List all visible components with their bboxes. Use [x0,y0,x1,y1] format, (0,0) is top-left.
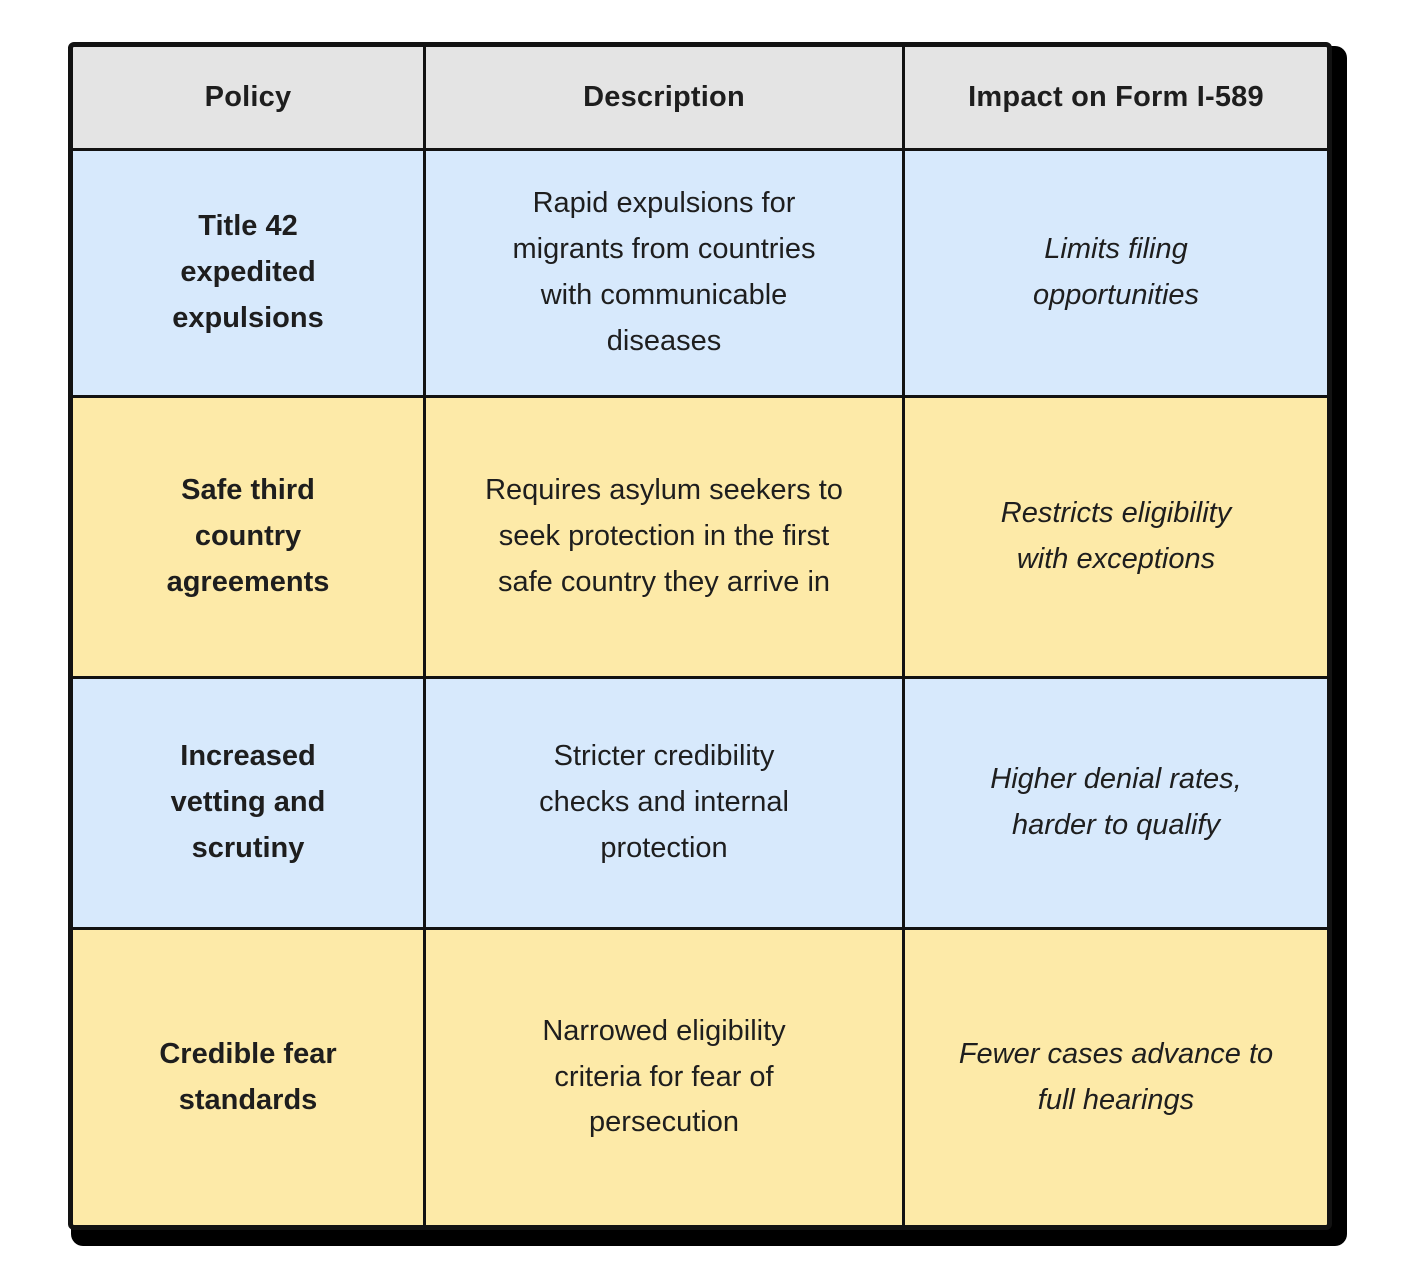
cell-description-safe-third-country: Requires asylum seekers to seek protecti… [426,398,902,676]
table-container: Policy Description Impact on Form I-589 … [68,42,1332,1230]
cell-impact-increased-vetting: Higher denial rates, harder to qualify [905,679,1327,927]
header-cell-description: Description [426,47,902,148]
cell-policy-increased-vetting: Increased vetting and scrutiny [73,679,423,927]
cell-description-credible-fear: Narrowed eligibility criteria for fear o… [426,930,902,1225]
cell-description-title-42: Rapid expulsions for migrants from count… [426,151,902,395]
cell-policy-title-42: Title 42 expedited expulsions [73,151,423,395]
cell-description-increased-vetting: Stricter credibility checks and internal… [426,679,902,927]
cell-policy-credible-fear: Credible fear standards [73,930,423,1225]
cell-impact-title-42: Limits filing opportunities [905,151,1327,395]
cell-impact-credible-fear: Fewer cases advance to full hearings [905,930,1327,1225]
header-cell-policy: Policy [73,47,423,148]
cell-policy-safe-third-country: Safe third country agreements [73,398,423,676]
policy-impact-table: Policy Description Impact on Form I-589 … [68,42,1332,1230]
header-cell-impact: Impact on Form I-589 [905,47,1327,148]
cell-impact-safe-third-country: Restricts eligibility with exceptions [905,398,1327,676]
